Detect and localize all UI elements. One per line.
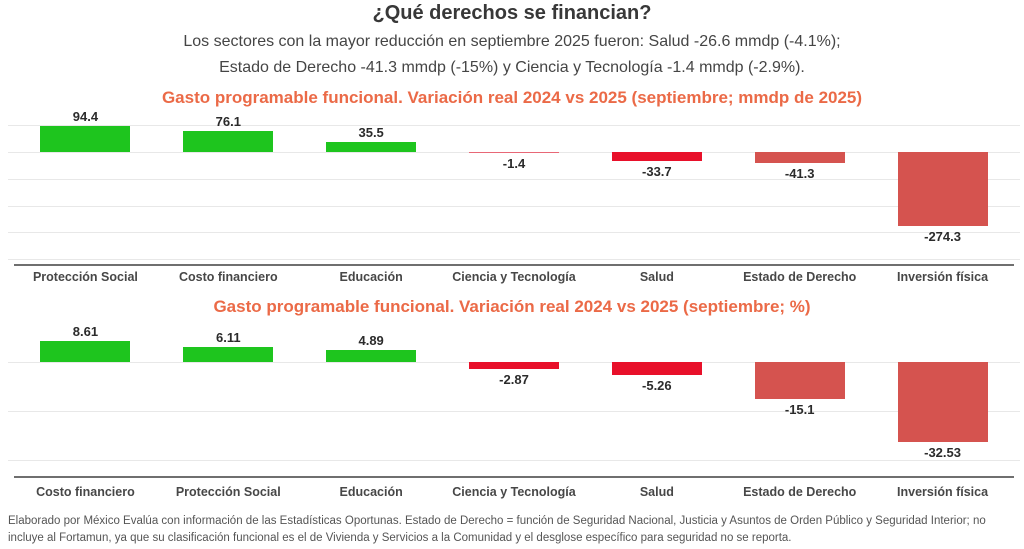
category-label: Salud xyxy=(639,270,674,284)
bar-Salud xyxy=(611,362,702,376)
chart1-category-axis: Protección Social Costo financiero Educaci… xyxy=(14,269,1014,287)
bar-value-label: -5.26 xyxy=(642,378,672,394)
gridline--200 xyxy=(8,205,1020,207)
bar-value-label: 4.89 xyxy=(358,333,384,349)
bar-value-label: -32.53 xyxy=(924,444,961,460)
bar-Salud xyxy=(611,151,702,161)
bar-value-label: -15.1 xyxy=(784,402,815,418)
bar-Educación xyxy=(326,350,417,363)
category-label: Educación xyxy=(339,485,403,499)
bar-value-label: 35.5 xyxy=(358,125,384,141)
chart2-category-axis: Costo financiero Protección Social Educaci… xyxy=(14,484,1014,502)
category-label: Educación xyxy=(339,270,403,284)
gridline--20 xyxy=(8,411,1020,413)
category-label: Ciencia y Tecnología xyxy=(452,270,576,284)
category-label: Protección Social xyxy=(175,485,281,499)
gridline--40 xyxy=(8,460,1020,462)
category-label: Inversión física xyxy=(897,485,989,499)
chart2-title: Gasto programable funcional. Variación r… xyxy=(213,297,811,316)
source-note: Elaborado por México Evalúa con informac… xyxy=(8,515,986,544)
bar-value-label: 94.4 xyxy=(72,109,99,125)
category-label: Estado de Derecho xyxy=(743,485,857,499)
category-label: Costo financiero xyxy=(178,270,278,284)
bar-value-label: 6.11 xyxy=(215,330,241,346)
gridline--100 xyxy=(8,178,1020,180)
bar-value-label: -1.4 xyxy=(502,156,526,172)
category-label: Ciencia y Tecnología xyxy=(452,485,576,499)
bar-Costo financiero xyxy=(40,341,131,363)
gridline--400 xyxy=(8,259,1020,261)
bar-Ciencia y Tecnología xyxy=(469,151,559,154)
bar-value-label: -41.3 xyxy=(784,165,815,181)
category-label: Inversión física xyxy=(897,270,989,284)
gridline-100 xyxy=(8,124,1020,126)
bar-Estado de Derecho xyxy=(754,362,845,400)
category-label: Salud xyxy=(639,485,674,499)
chart2-plot-area: 8.61 6.11 4.89 -2.87 -5.26 -15.1 -32.53 xyxy=(8,322,1020,478)
category-label: Costo financiero xyxy=(36,485,135,499)
category-label: Protección Social xyxy=(32,270,138,284)
bar-Inversión física xyxy=(897,362,988,442)
bar-value-label: -274.3 xyxy=(924,228,961,244)
category-label: Estado de Derecho xyxy=(743,270,857,284)
chart1-plot-area: 94.4 76.1 35.5 -1.4 -33.7 -41.3 -274.3 xyxy=(8,109,1020,266)
bar-Protección Social xyxy=(183,347,274,363)
bar-value-label: -2.87 xyxy=(499,372,529,388)
bar-value-label: 8.61 xyxy=(72,324,99,340)
bar-Educación xyxy=(326,142,417,152)
bar-Costo financiero xyxy=(183,131,274,152)
bar-Inversión física xyxy=(897,151,988,226)
gridline--300 xyxy=(8,232,1020,234)
subtitle-line-2: Estado de Derecho -41.3 mmdp (-15%) y Ci… xyxy=(219,59,805,76)
bar-Estado de Derecho xyxy=(754,151,845,163)
bar-value-label: 76.1 xyxy=(215,114,241,130)
subtitle-line-1: Los sectores con la mayor reducción en s… xyxy=(183,33,841,50)
chart1-title: Gasto programable funcional. Variación r… xyxy=(161,88,863,107)
page-title: ¿Qué derechos se financian? xyxy=(372,2,652,24)
bar-Protección Social xyxy=(40,126,131,152)
bar-value-label: -33.7 xyxy=(642,163,672,179)
bar-Ciencia y Tecnología xyxy=(469,362,559,370)
